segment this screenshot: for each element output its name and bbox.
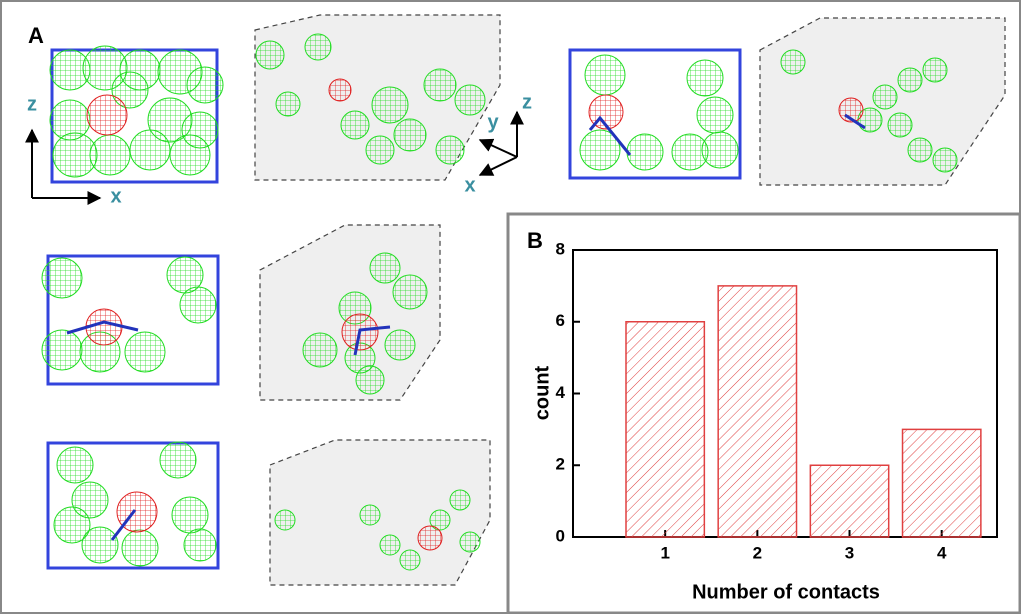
- sphere: [41, 257, 83, 299]
- sphere: [384, 329, 416, 361]
- axis-label: z: [522, 91, 532, 113]
- sphere: [111, 71, 149, 109]
- sphere: [435, 135, 465, 165]
- contact-line: [353, 325, 391, 356]
- sphere: [53, 506, 91, 544]
- contact-line: [588, 115, 632, 156]
- sphere: [584, 54, 626, 96]
- sphere: [169, 134, 211, 176]
- sphere: [186, 66, 224, 104]
- sphere: [696, 96, 734, 134]
- sphere: [274, 509, 296, 531]
- sphere: [41, 329, 83, 371]
- bar: [625, 321, 706, 538]
- axis-label: x: [464, 174, 475, 196]
- y-tick-label: 8: [556, 239, 565, 258]
- sphere: [701, 131, 739, 169]
- sphere-red: [417, 525, 443, 551]
- sphere: [932, 147, 958, 173]
- sphere: [686, 59, 724, 97]
- sphere: [159, 441, 197, 479]
- y-tick-label: 6: [556, 311, 565, 330]
- x-axis-title: Number of contacts: [692, 581, 880, 603]
- sphere: [340, 110, 370, 140]
- sphere: [459, 531, 481, 553]
- sphere: [121, 529, 159, 567]
- axis-label: x: [110, 185, 121, 207]
- contact-line: [110, 509, 137, 541]
- sphere: [897, 67, 923, 93]
- sphere: [454, 84, 486, 116]
- sphere: [399, 549, 421, 571]
- axis-label: z: [27, 93, 37, 115]
- sphere: [887, 112, 913, 138]
- sphere: [56, 446, 94, 484]
- sphere: [907, 137, 933, 163]
- sphere: [304, 33, 332, 61]
- sphere: [355, 365, 385, 395]
- panel-label: A: [28, 23, 44, 48]
- panel-label: B: [527, 228, 543, 253]
- bar: [717, 285, 798, 538]
- y-tick-label: 0: [556, 526, 565, 545]
- sphere: [275, 91, 301, 117]
- x-tick-label: 1: [660, 543, 669, 562]
- sphere: [379, 534, 401, 556]
- sphere: [255, 40, 285, 70]
- axis-label: y: [487, 111, 499, 133]
- sphere: [392, 274, 428, 310]
- sphere: [171, 496, 209, 534]
- x-tick-label: 2: [753, 543, 762, 562]
- sphere: [89, 134, 131, 176]
- x-tick-label: 4: [937, 543, 947, 562]
- sphere: [429, 509, 451, 531]
- sphere: [124, 331, 166, 373]
- y-tick-label: 2: [556, 455, 565, 474]
- sphere: [449, 489, 471, 511]
- sphere: [922, 57, 948, 83]
- sphere: [371, 86, 409, 124]
- sphere: [872, 84, 898, 110]
- sphere: [359, 504, 381, 526]
- sphere: [579, 129, 621, 171]
- contact-line: [844, 113, 866, 130]
- bar: [901, 428, 982, 538]
- y-axis-title: count: [531, 365, 553, 420]
- axes-arrows: [25, 110, 524, 205]
- sphere: [183, 528, 217, 562]
- x-tick-label: 3: [845, 543, 854, 562]
- sphere: [81, 526, 119, 564]
- sphere: [302, 332, 338, 368]
- sphere: [780, 49, 806, 75]
- sphere: [423, 68, 457, 102]
- sphere: [393, 118, 427, 152]
- sphere: [365, 135, 395, 165]
- sphere-red: [328, 78, 352, 102]
- y-tick-label: 4: [556, 383, 566, 402]
- sphere-red: [86, 94, 128, 136]
- sphere: [626, 133, 664, 171]
- sphere: [129, 129, 171, 171]
- sphere: [179, 286, 217, 324]
- bar: [809, 464, 890, 538]
- contact-line: [66, 320, 139, 335]
- panel-a: A z x y z x: [25, 14, 1006, 586]
- sphere: [369, 252, 401, 284]
